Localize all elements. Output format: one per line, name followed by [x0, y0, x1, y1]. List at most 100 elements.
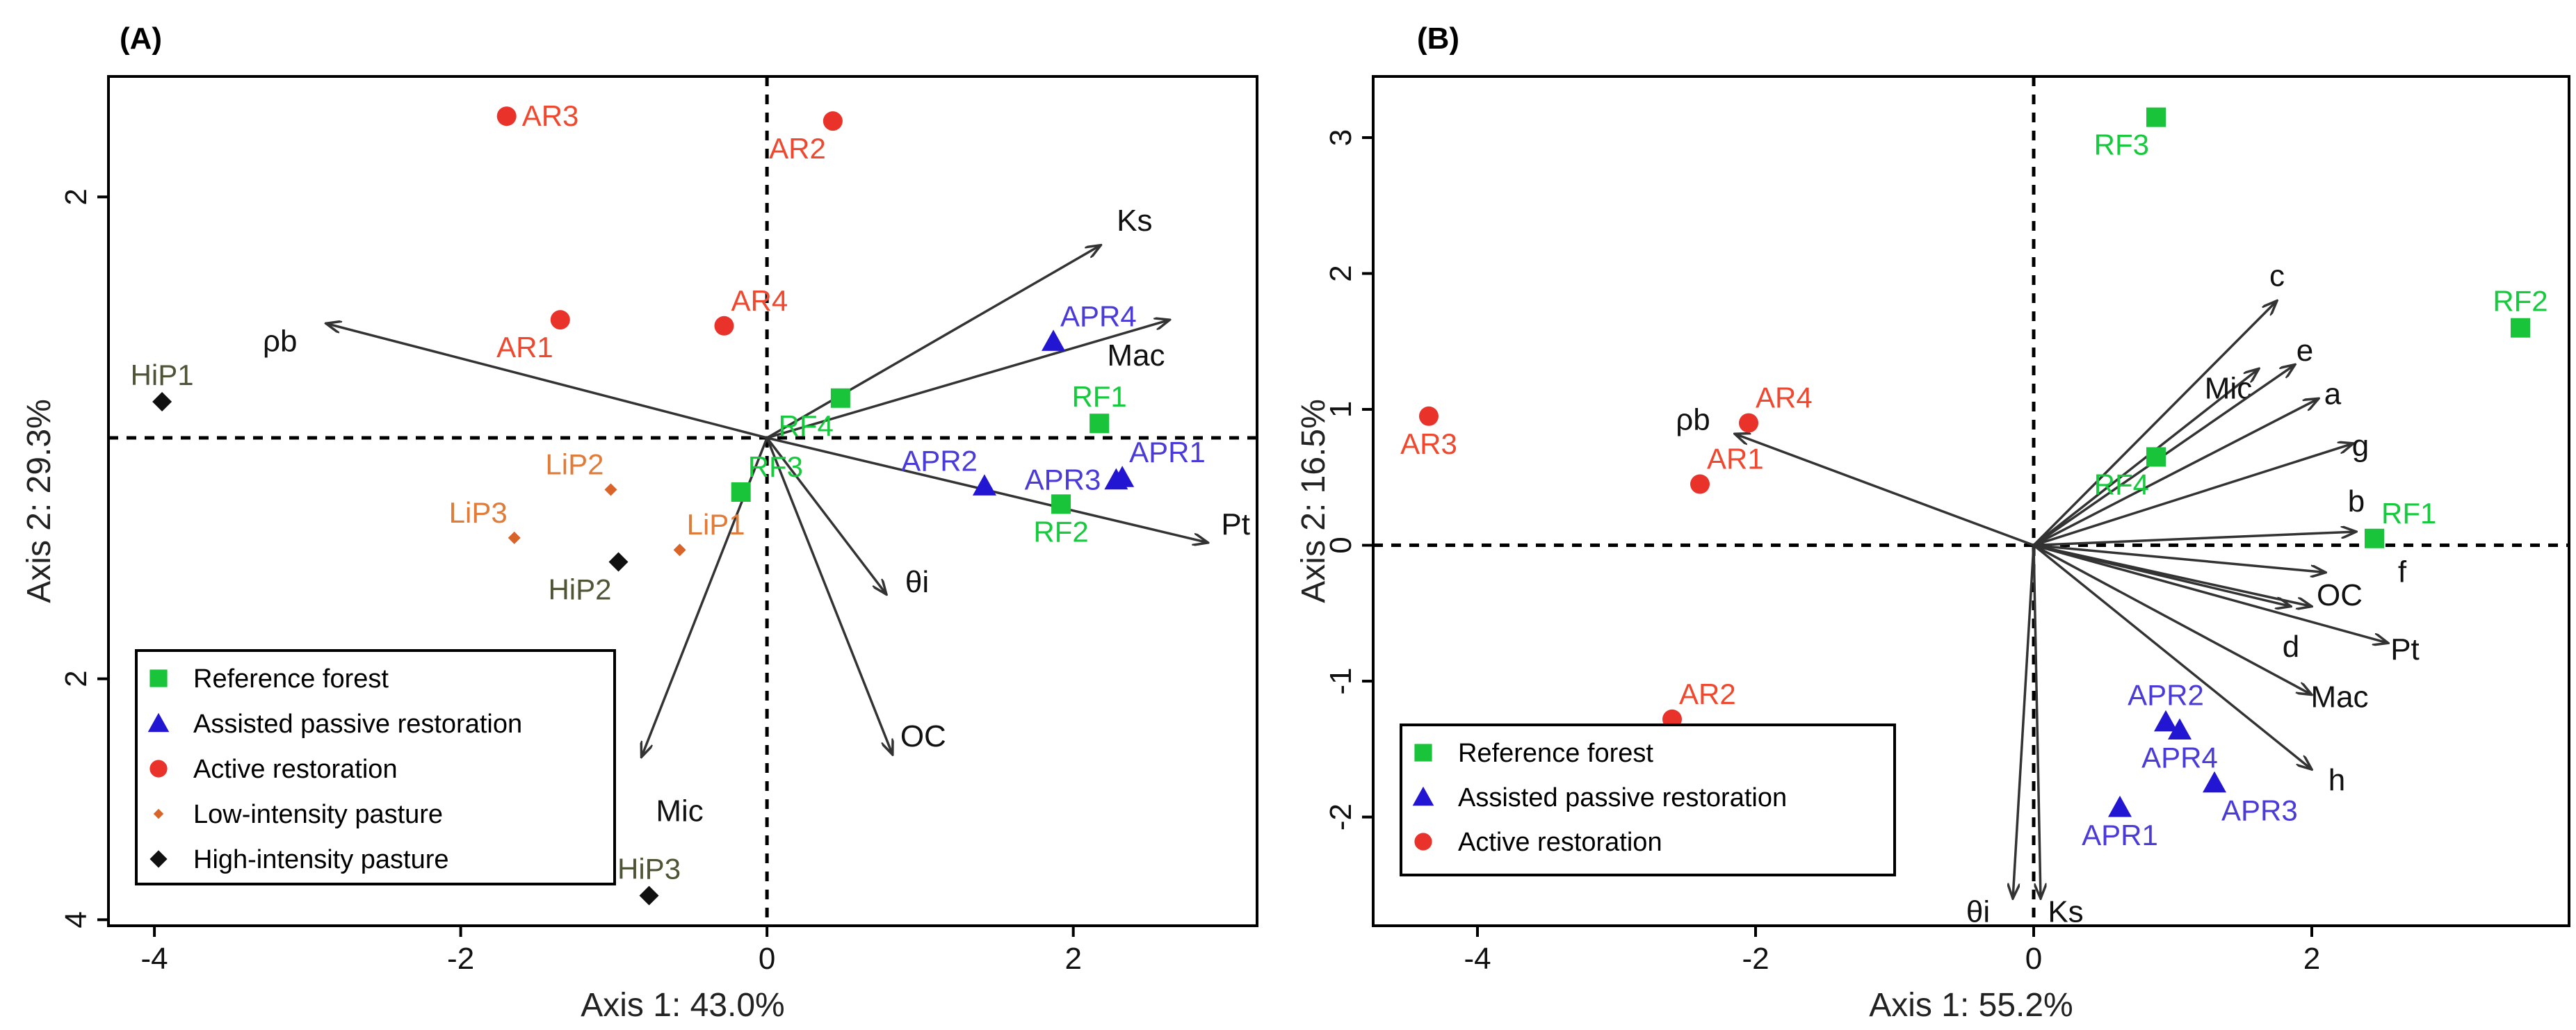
panel-a-point-label: HiP3 — [617, 853, 681, 885]
panel-b-vector-arrow — [2033, 543, 2326, 573]
panel-b-legend-marker — [1414, 833, 1432, 851]
panel-b-vector-label: a — [2324, 377, 2342, 411]
panel-b-y-tick-label: 0 — [1324, 537, 1358, 553]
panel-b-legend-box — [1400, 724, 1896, 876]
panel-a-point-marker — [1104, 468, 1128, 490]
panel-b-point-label: AR2 — [1679, 678, 1736, 710]
panel-a-legend-marker — [149, 850, 168, 868]
panel-b-x-tick-label: -2 — [1742, 942, 1769, 976]
panel-b-vector-label: b — [2348, 484, 2365, 518]
panel-b-vector-label: θi — [1966, 894, 1990, 929]
panel-b-vector-arrow — [2033, 532, 2356, 547]
panel-a-point-marker — [550, 310, 570, 330]
panel-a-point-marker — [823, 111, 843, 131]
panel-a-vector-arrow — [326, 323, 768, 439]
panel-a-point-marker — [152, 392, 172, 411]
panel-a-point-label: APR2 — [901, 444, 978, 477]
panel-a-point-marker — [972, 474, 996, 496]
panel-b-point-marker — [2203, 771, 2226, 793]
panel-b-point-marker — [2146, 107, 2166, 127]
panel-a-point-label: AR3 — [522, 99, 579, 132]
panel-a-point-label: AR4 — [731, 284, 788, 317]
panel-a-label: (A) — [120, 22, 162, 56]
panel-a-point-marker — [673, 543, 686, 557]
panel-a-point-marker — [830, 388, 850, 408]
panel-b-point-label: AR4 — [1756, 382, 1813, 414]
panel-a-vector-arrow — [766, 320, 1169, 439]
panel-b-legend: Reference forest Assisted passive restora… — [1400, 724, 1896, 876]
panel-b-point-marker — [2168, 718, 2192, 740]
panel-b-legend-label: Assisted passive restoration — [1458, 783, 1787, 812]
panel-b-vector-arrow — [2033, 543, 2291, 607]
panel-a-point-label: RF2 — [1033, 515, 1088, 548]
panel-b-vector-arrow — [2033, 543, 2388, 644]
panel-b-point-label: RF3 — [2094, 129, 2149, 161]
panel-a-point-marker — [604, 483, 617, 496]
panel-a-x-tick-label: -2 — [447, 942, 474, 976]
panel-a-legend-marker — [147, 712, 170, 733]
panel-b-y-tick-label: -2 — [1324, 803, 1358, 831]
panel-a-legend-label: Reference forest — [193, 664, 389, 694]
panel-a-legend-label: Assisted passive restoration — [193, 710, 522, 739]
panel-b-vector-arrow — [2032, 545, 2041, 899]
panel-b-point-label: AR1 — [1707, 443, 1764, 475]
panel-b-y-tick-label: -1 — [1324, 668, 1358, 695]
panel-a-vector-label: θi — [905, 565, 929, 599]
panel-b-point-label: APR1 — [2082, 819, 2158, 851]
panel-a-frame — [107, 75, 1258, 927]
panel-b-vector-arrow — [1735, 434, 2034, 547]
panel-a-point-label: APR4 — [1060, 300, 1137, 332]
panel-b-vector-label: d — [2283, 630, 2299, 664]
panel-b-legend-label: Active restoration — [1458, 828, 1662, 857]
panel-b-point-marker — [1690, 474, 1710, 494]
panel-a-vector-arrow — [765, 436, 886, 594]
panel-a-point-label: HiP2 — [548, 573, 611, 606]
panel-b-vector-label: h — [2328, 763, 2345, 797]
panel-a-legend-marker — [149, 760, 168, 778]
panel-a-x-tick-label: 0 — [759, 942, 775, 976]
panel-b-vector-label: OC — [2317, 578, 2363, 612]
panel-b-vector-label: f — [2398, 555, 2407, 589]
panel-b-point-label: APR4 — [2141, 741, 2218, 774]
panel-a-vector-label: ρb — [263, 324, 298, 358]
panel-a-point-label: AR2 — [769, 132, 826, 165]
panel-b-vector-label: g — [2352, 429, 2369, 463]
panel-b-point-marker — [2108, 795, 2132, 817]
panel-a-legend-label: Low-intensity pasture — [193, 800, 443, 829]
panel-a-vector-label: Pt — [1221, 507, 1250, 541]
panel-b-point-marker — [2365, 528, 2384, 548]
panel-b-point-label: AR3 — [1400, 427, 1457, 460]
panel-a-point-label: RF3 — [748, 450, 803, 483]
panel-a-point-marker — [714, 316, 734, 336]
panel-b-legend-marker — [1412, 786, 1434, 806]
panel-b-point-marker — [2146, 447, 2166, 467]
panel-a-points: AR3 AR2 AR4 AR1 HiP1 HiP2 HiP3 LiP2 LiP3 LiP1 RF1 R… — [131, 99, 1206, 906]
panel-a-legend-box — [135, 649, 616, 885]
panel-b-point-marker — [2511, 318, 2530, 338]
panel-a-vectors: Ks Mac ρb Pt θi OC Mic — [263, 204, 1250, 828]
panel-a-point-marker — [1051, 494, 1071, 514]
panel-b-x-tick-label: 2 — [2303, 942, 2320, 976]
panel-b-y-tick-label: 2 — [1324, 265, 1358, 281]
panel-a-y-tick-label: 2 — [59, 188, 93, 205]
panel-b-point-label: RF2 — [2493, 285, 2547, 318]
panel-a-point-marker — [731, 482, 751, 502]
panel-b-vector-arrow — [2032, 301, 2277, 546]
panel-b-vector-arrow — [2013, 545, 2035, 899]
panel-a: (A) -4 -2 0 2 4 2 2 Ks Mac ρb Pt θi OC Mic AR3 AR2 AR4… — [21, 22, 1258, 1024]
panel-a-vector-label: OC — [900, 719, 946, 753]
panel-b-vector-label: e — [2296, 334, 2313, 368]
panel-a-vector-label: Mac — [1107, 338, 1165, 373]
panel-a-legend-marker — [153, 808, 164, 819]
panel-a-point-label: RF4 — [779, 409, 834, 442]
panel-a-x-axis-label: Axis 1: 43.0% — [581, 987, 784, 1024]
panel-a-y-axis-label: Axis 2: 29.3% — [21, 399, 58, 603]
panel-a-point-marker — [496, 106, 517, 126]
panel-b-point-marker — [1419, 406, 1439, 426]
panel-a-legend-label: High-intensity pasture — [193, 845, 449, 874]
panel-a-point-label: LiP2 — [545, 448, 604, 481]
panel-b-vector-label: Pt — [2390, 632, 2420, 667]
